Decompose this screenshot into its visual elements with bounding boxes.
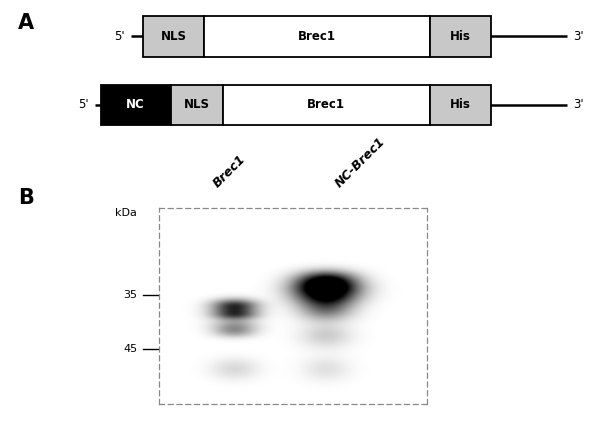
Text: B: B: [18, 188, 34, 208]
Text: Brec1: Brec1: [298, 30, 336, 43]
Bar: [171, 85, 223, 125]
Text: 45: 45: [123, 345, 137, 354]
Text: 3': 3': [573, 98, 584, 111]
Text: Brec1: Brec1: [210, 153, 248, 190]
Text: 5': 5': [78, 98, 88, 111]
Text: 5': 5': [115, 30, 125, 43]
Text: His: His: [450, 98, 471, 111]
Bar: [223, 85, 430, 125]
Bar: [430, 16, 491, 57]
Text: His: His: [450, 30, 471, 43]
Bar: [143, 16, 204, 57]
Text: 3': 3': [573, 30, 584, 43]
Text: NLS: NLS: [161, 30, 187, 43]
Text: NC-Brec1: NC-Brec1: [332, 135, 387, 190]
Text: kDa: kDa: [115, 208, 137, 217]
Text: A: A: [18, 13, 34, 33]
Text: NLS: NLS: [184, 98, 210, 111]
Bar: [430, 85, 491, 125]
Text: NC: NC: [126, 98, 145, 111]
Text: Brec1: Brec1: [307, 98, 345, 111]
Bar: [204, 16, 430, 57]
Bar: [101, 85, 171, 125]
Text: 35: 35: [123, 290, 137, 300]
